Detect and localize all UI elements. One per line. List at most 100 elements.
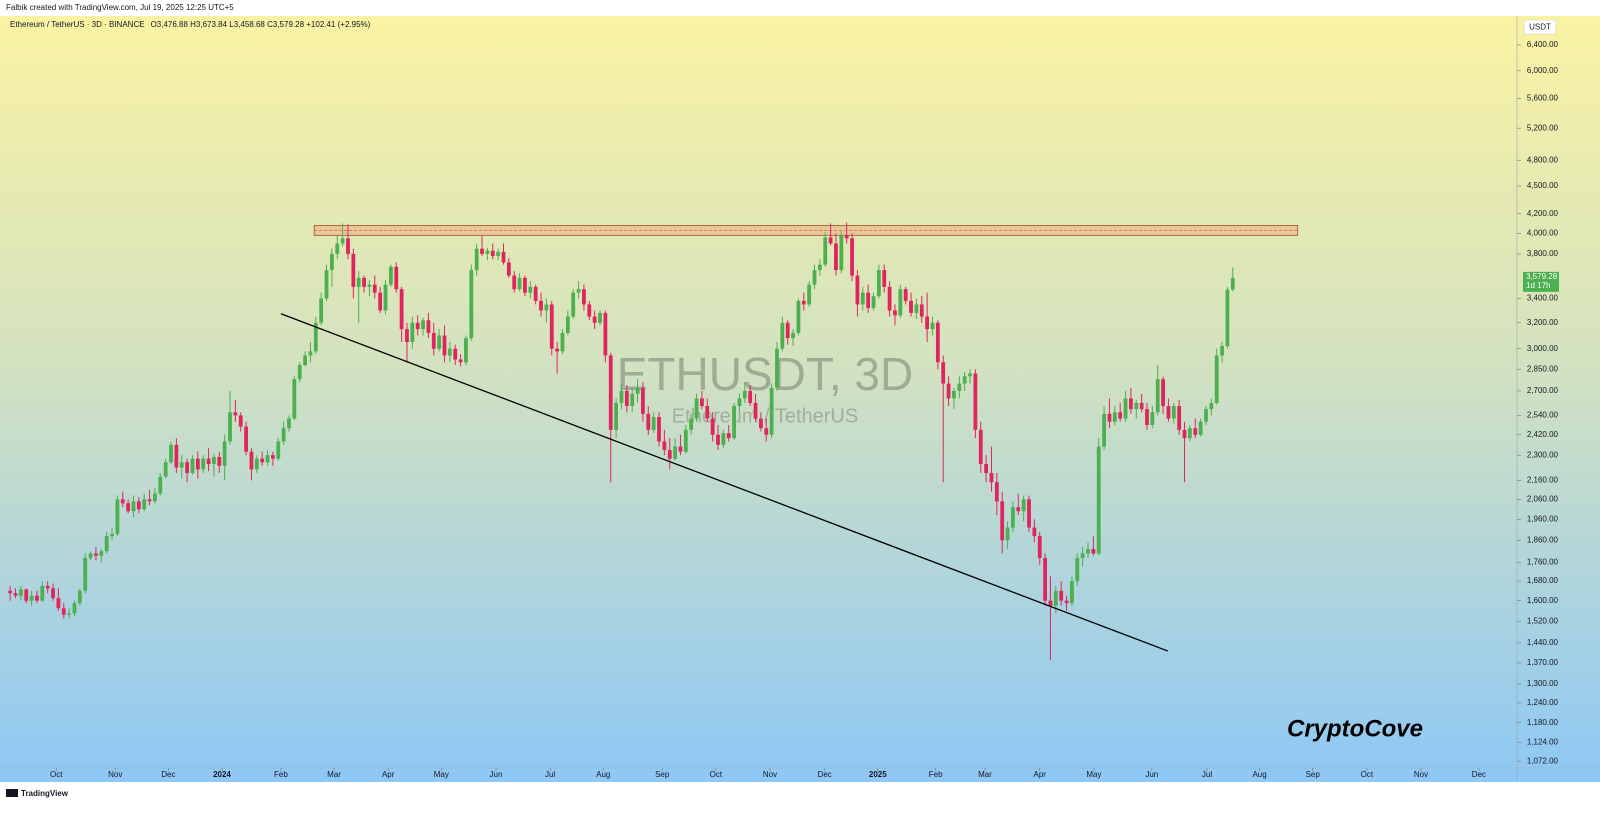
candle-body — [458, 359, 463, 363]
candle-body — [120, 499, 125, 504]
candle-body — [769, 387, 774, 435]
trendline — [280, 313, 1169, 652]
candle-body — [190, 458, 195, 474]
x-tick-label: Feb — [929, 770, 943, 779]
candle-body — [35, 595, 39, 601]
candle-body — [893, 310, 897, 316]
watermark-subtitle: Ethereum / TetherUS — [672, 405, 858, 427]
x-tick-label: Oct — [1361, 770, 1374, 779]
countdown: 1d 17h — [1526, 281, 1550, 290]
candle-body — [624, 390, 629, 407]
candle-body — [281, 428, 286, 442]
candle-body — [1091, 549, 1096, 554]
candle-body — [415, 322, 420, 330]
candle-body — [1027, 499, 1031, 528]
candle-body — [501, 251, 506, 263]
candle-body — [99, 551, 104, 556]
candle-body — [1155, 379, 1160, 413]
candle-body — [469, 270, 474, 339]
candle-body — [163, 462, 168, 477]
candle-body — [641, 387, 645, 414]
y-tick-label: 1,240.00 — [1527, 698, 1559, 707]
candle-body — [308, 351, 313, 356]
candle-body — [77, 590, 82, 604]
candle-body — [614, 402, 619, 430]
candle-body — [474, 248, 479, 271]
candle-body — [447, 348, 452, 356]
candle-body — [238, 415, 243, 427]
candle-body — [174, 444, 179, 468]
candle-body — [775, 348, 779, 388]
x-tick-label: 2024 — [213, 770, 231, 779]
y-tick-label: 2,060.00 — [1527, 494, 1559, 503]
candle-body — [1193, 428, 1198, 435]
candle-body — [839, 235, 844, 271]
candle-body — [941, 362, 946, 384]
candle-body — [303, 355, 307, 366]
candle-body — [324, 270, 329, 299]
candle-body — [700, 398, 704, 407]
x-tick-label: Aug — [596, 770, 610, 779]
candle-body — [61, 608, 66, 615]
candle-body — [8, 590, 13, 594]
candle-body — [860, 292, 865, 305]
candle-body — [367, 284, 372, 287]
candle-body — [56, 598, 61, 609]
candle-body — [1123, 398, 1128, 419]
candle-body — [694, 398, 699, 419]
candle-body — [935, 322, 940, 363]
candle-body — [598, 312, 602, 323]
price-label: 3,579.28 — [1526, 272, 1558, 281]
candle-body — [372, 284, 377, 293]
candle-body — [1225, 289, 1230, 347]
candle-body — [957, 383, 962, 391]
candle-body — [807, 284, 812, 305]
candle-body — [126, 503, 131, 512]
candle-body — [388, 266, 393, 285]
y-tick-label: 2,700.00 — [1527, 386, 1559, 395]
y-tick-label: 4,500.00 — [1527, 181, 1559, 190]
candle-body — [523, 277, 527, 293]
candle-body — [914, 304, 919, 313]
x-tick-label: Feb — [274, 770, 288, 779]
candle-body — [834, 243, 838, 271]
candle-body — [673, 446, 677, 459]
y-tick-label: 2,420.00 — [1527, 430, 1559, 439]
candle-body — [1134, 402, 1139, 410]
x-tick-label: Dec — [161, 770, 175, 779]
candle-body — [1150, 412, 1155, 425]
currency: USDT — [1529, 23, 1551, 32]
candle-body — [83, 557, 88, 591]
y-tick-label: 3,200.00 — [1527, 318, 1559, 327]
candle-body — [1182, 429, 1187, 439]
candle-body — [1070, 581, 1074, 604]
y-tick-label: 4,000.00 — [1527, 228, 1559, 237]
candle-body — [539, 300, 543, 311]
candle-body — [587, 304, 592, 317]
candle-body — [1204, 409, 1208, 422]
y-tick-label: 1,600.00 — [1527, 596, 1559, 605]
candle-body — [560, 332, 565, 352]
candle-body — [721, 433, 726, 445]
candle-body — [254, 458, 259, 470]
candle-body — [1011, 507, 1015, 528]
candle-body — [265, 455, 270, 463]
candle-body — [1032, 527, 1037, 537]
candle-body — [394, 266, 399, 290]
candle-body — [40, 585, 45, 601]
x-tick-label: Mar — [327, 770, 341, 779]
candle-body — [1075, 557, 1080, 582]
candle-body — [142, 499, 147, 510]
candle-body — [1005, 527, 1010, 541]
candle-body — [635, 387, 640, 394]
candle-body — [1145, 409, 1149, 425]
candle-body — [866, 292, 871, 309]
candle-body — [1043, 557, 1048, 601]
candle-body — [758, 418, 763, 429]
candle-body — [1139, 402, 1144, 410]
candle-body — [946, 383, 951, 399]
candle-body — [110, 533, 114, 537]
candle-body — [962, 376, 967, 384]
candle-body — [726, 433, 731, 439]
